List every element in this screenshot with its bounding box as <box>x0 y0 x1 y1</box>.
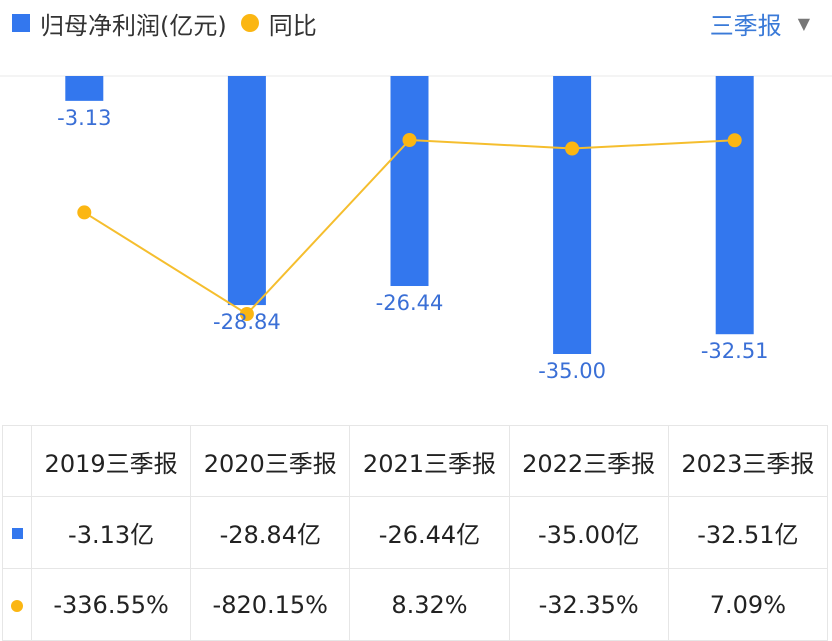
table-cell-yoy: -32.35% <box>508 568 669 641</box>
table-header-cell: 2020三季报 <box>190 425 351 497</box>
table-header-cell: 2022三季报 <box>508 425 669 497</box>
table-cell-yoy: 7.09% <box>667 568 829 641</box>
data-table: 2019三季报 2020三季报 2021三季报 2022三季报 2023三季报 … <box>2 425 829 641</box>
table-row-profit: -3.13亿 -28.84亿 -26.44亿 -35.00亿 -32.51亿 <box>2 496 829 569</box>
table-cell-yoy: -336.55% <box>30 568 192 641</box>
bar-value-label: -35.00 <box>538 359 606 383</box>
row-line-icon-cell <box>2 568 32 641</box>
bar-value-label: -3.13 <box>57 106 111 130</box>
table-cell: -3.13亿 <box>30 496 192 569</box>
bar-2022三季报 <box>553 76 592 354</box>
table-row-yoy: -336.55% -820.15% 8.32% -32.35% 7.09% <box>2 568 829 641</box>
table-cell-yoy: 8.32% <box>349 568 510 641</box>
table-header-row: 2019三季报 2020三季报 2021三季报 2022三季报 2023三季报 <box>2 425 829 497</box>
bar-value-label: -26.44 <box>376 291 444 315</box>
bar-value-label: -32.51 <box>701 339 769 363</box>
square-icon <box>11 528 23 539</box>
table-header-cell: 2019三季报 <box>30 425 192 497</box>
bar-2023三季报 <box>715 76 754 335</box>
table-cell: -28.84亿 <box>190 496 351 569</box>
dot-icon <box>11 599 23 612</box>
period-label: 三季报 <box>709 11 782 40</box>
table-corner-cell <box>2 425 32 497</box>
bar-2019三季报 <box>65 76 104 101</box>
table-cell: -26.44亿 <box>349 496 510 569</box>
legend-line-swatch <box>240 14 259 32</box>
table-cell-yoy: -820.15% <box>190 568 351 641</box>
table-cell: -35.00亿 <box>508 496 669 569</box>
legend-bar-swatch <box>12 14 30 32</box>
chart-legend: 归母净利润(亿元) 同比 <box>0 0 317 46</box>
period-selector[interactable]: 三季报 ▼ <box>710 0 810 46</box>
bar-2020三季报 <box>227 76 266 306</box>
legend-series1-label: 归母净利润(亿元) <box>40 11 227 40</box>
yoy-point-2022三季报 <box>565 141 580 156</box>
legend-series2-label: 同比 <box>268 11 317 40</box>
bar-value-label: -28.84 <box>213 310 281 334</box>
row-bar-icon-cell <box>2 496 32 569</box>
yoy-point-2019三季报 <box>77 205 92 220</box>
yoy-point-2021三季报 <box>402 133 417 147</box>
bar-2021三季报 <box>390 76 429 287</box>
table-cell: -32.51亿 <box>667 496 829 569</box>
table-header-cell: 2023三季报 <box>667 425 829 497</box>
chart-area: -3.13 -28.84 -26.44 -35.00 -32.51 <box>0 75 832 383</box>
yoy-point-2023三季报 <box>727 133 742 148</box>
yoy-point-2020三季报 <box>239 307 254 321</box>
table-header-cell: 2021三季报 <box>349 425 510 497</box>
caret-down-icon: ▼ <box>797 13 810 33</box>
